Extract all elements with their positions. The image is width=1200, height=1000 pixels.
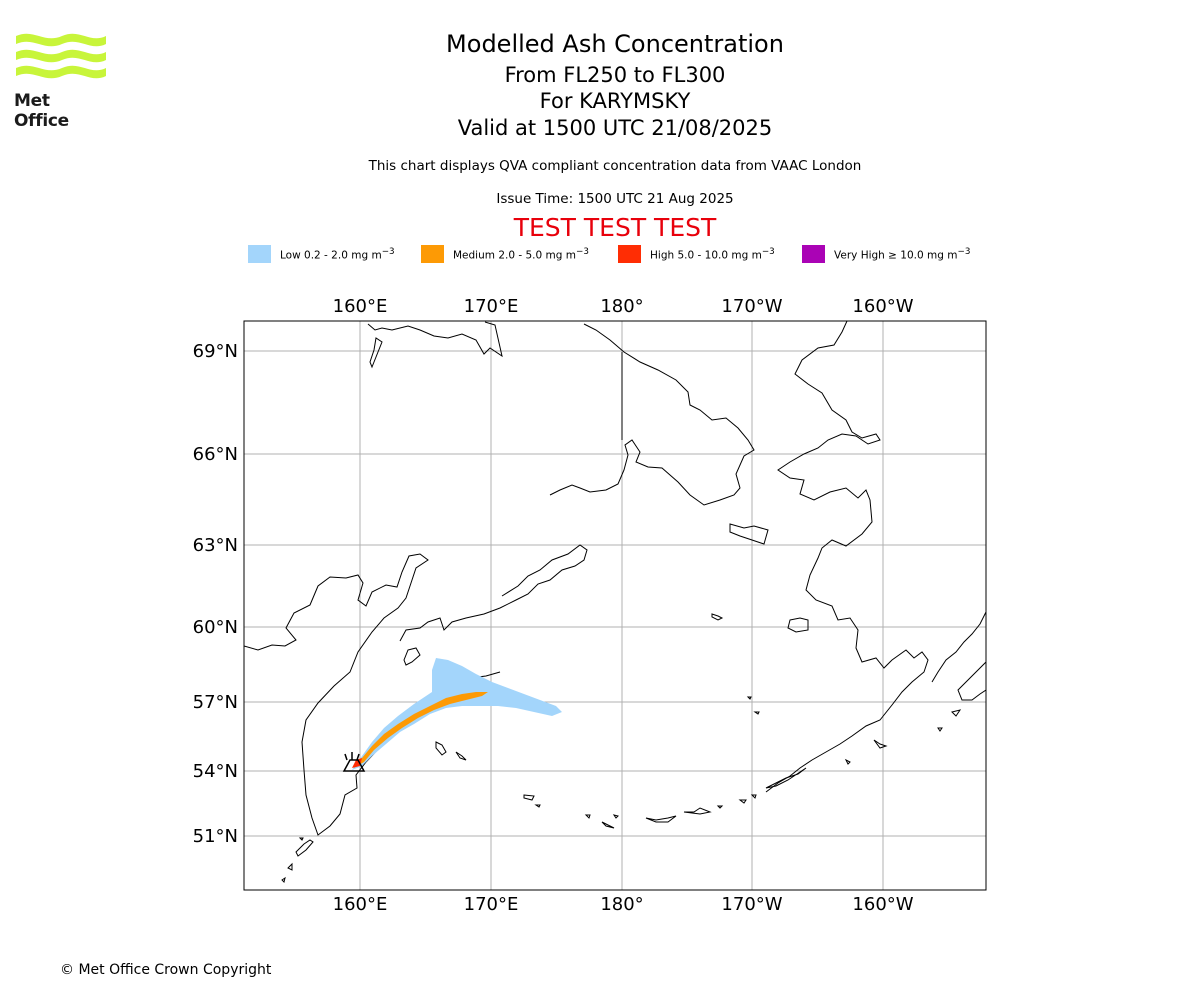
lon-tick-bottom: 180° (600, 894, 643, 915)
lon-ticks-top: 160°E 170°E 180° 170°W 160°W (333, 296, 914, 317)
lat-tick: 63°N (193, 535, 238, 556)
legend-item-very-high: Very High ≥ 10.0 mg m−3 (802, 245, 970, 263)
chart-subtitle: This chart displays QVA compliant concen… (368, 158, 862, 174)
lon-ticks-bottom: 160°E 170°E 180° 170°W 160°W (333, 894, 914, 915)
valid-time: Valid at 1500 UTC 21/08/2025 (457, 116, 773, 140)
lat-tick: 69°N (193, 341, 238, 362)
lon-tick-top: 170°W (721, 296, 782, 317)
lat-ticks: 69°N 66°N 63°N 60°N 57°N 54°N 51°N (193, 341, 238, 847)
legend-item-low: Low 0.2 - 2.0 mg m−3 (248, 245, 395, 263)
volcano-name: For KARYMSKY (539, 89, 691, 113)
map-frame (243, 320, 987, 891)
met-office-logo: Met Office (14, 30, 108, 131)
lon-tick-top: 160°W (852, 296, 913, 317)
met-office-waves-icon (16, 33, 106, 79)
lon-tick-bottom: 160°W (852, 894, 913, 915)
logo-text: Met Office (14, 91, 69, 131)
lon-tick-bottom: 170°E (464, 894, 519, 915)
lon-tick-top: 170°E (464, 296, 519, 317)
issue-time: Issue Time: 1500 UTC 21 Aug 2025 (496, 191, 734, 207)
coastlines (244, 321, 986, 883)
legend-swatch-high (618, 245, 641, 263)
copyright: © Met Office Crown Copyright (60, 962, 272, 978)
lon-tick-bottom: 170°W (721, 894, 782, 915)
legend-swatch-medium (421, 245, 444, 263)
ash-area-high (352, 758, 362, 768)
lat-tick: 51°N (193, 826, 238, 847)
ash-area-low (352, 658, 562, 770)
lon-tick-top: 180° (600, 296, 643, 317)
legend-label-very-high: Very High ≥ 10.0 mg m−3 (834, 246, 971, 262)
legend-swatch-low (248, 245, 271, 263)
legend-label-high: High 5.0 - 10.0 mg m−3 (650, 246, 775, 262)
legend-label-low: Low 0.2 - 2.0 mg m−3 (280, 246, 395, 262)
lat-tick: 54°N (193, 761, 238, 782)
legend-item-high: High 5.0 - 10.0 mg m−3 (618, 245, 775, 263)
legend-item-medium: Medium 2.0 - 5.0 mg m−3 (421, 245, 589, 263)
gridlines (244, 321, 986, 890)
lat-tick: 57°N (193, 692, 238, 713)
test-banner: TEST TEST TEST (513, 213, 717, 242)
lat-tick: 60°N (193, 617, 238, 638)
flight-levels: From FL250 to FL300 (504, 63, 726, 87)
chart-title: Modelled Ash Concentration (446, 30, 784, 58)
lon-tick-bottom: 160°E (333, 894, 388, 915)
legend-swatch-very-high (802, 245, 825, 263)
volcano-marker (342, 752, 366, 772)
lon-tick-top: 160°E (333, 296, 388, 317)
legend-label-medium: Medium 2.0 - 5.0 mg m−3 (453, 246, 589, 262)
lat-tick: 66°N (193, 444, 238, 465)
